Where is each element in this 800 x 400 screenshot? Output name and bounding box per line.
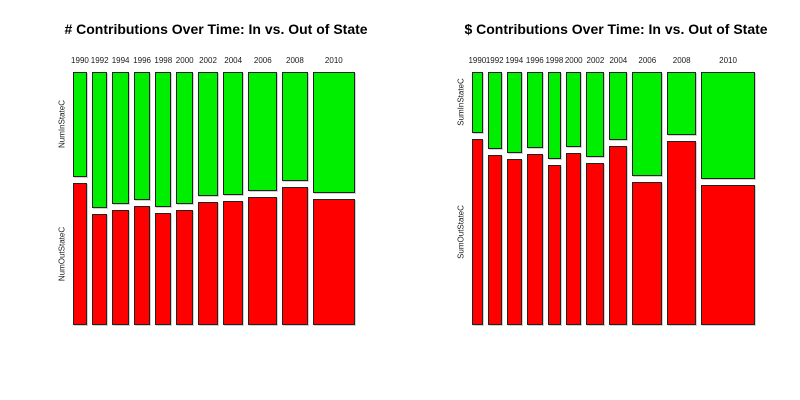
mosaic-column-2002 — [198, 72, 218, 325]
in-state-segment — [112, 72, 129, 204]
in-state-segment — [566, 72, 582, 148]
in-state-segment — [312, 72, 355, 193]
out-state-segment — [112, 209, 129, 325]
in-state-segment — [176, 72, 194, 204]
mosaic-column-1994 — [506, 72, 522, 325]
out-state-segment — [73, 182, 87, 325]
mosaic-column-2000 — [176, 72, 194, 325]
year-label: 2000 — [175, 56, 194, 65]
out-state-segment — [566, 153, 582, 325]
out-state-segment — [487, 155, 502, 325]
mosaic-column-1992 — [487, 72, 502, 325]
in-state-segment — [609, 72, 628, 140]
mosaic-column-2008 — [282, 72, 308, 325]
mosaic-column-1992 — [91, 72, 108, 325]
in-state-segment — [472, 72, 483, 133]
out-state-segment — [506, 158, 522, 325]
year-label: 2006 — [253, 56, 272, 65]
in-state-segment — [701, 72, 755, 180]
out-state-segment — [91, 214, 108, 325]
out-state-segment — [586, 163, 605, 325]
mosaic-column-2004 — [222, 72, 244, 325]
year-label: 1998 — [154, 56, 173, 65]
out-state-segment — [248, 196, 278, 325]
in-state-segment — [282, 72, 308, 182]
year-label: 1998 — [545, 56, 564, 65]
out-state-segment — [133, 205, 151, 325]
out-state-segment — [312, 198, 355, 325]
out-state-segment — [282, 187, 308, 325]
mosaic-column-2006 — [632, 72, 663, 325]
mosaic-plot-sum: 1990 1992 1994 1996 1998 2000 2002 2004 2006 2008… — [457, 56, 755, 325]
in-state-segment — [667, 72, 697, 135]
in-state-segment — [632, 72, 663, 177]
year-label: 2002 — [199, 56, 217, 65]
in-state-segment — [155, 72, 172, 208]
row-label-in-state: SumInStateC — [456, 78, 466, 127]
out-state-segment — [176, 209, 194, 325]
in-state-segment — [133, 72, 151, 200]
out-state-segment — [472, 138, 483, 325]
mosaic-column-2006 — [248, 72, 278, 325]
year-label: 1990 — [468, 56, 487, 65]
mosaic-column-2004 — [609, 72, 628, 325]
in-state-segment — [547, 72, 562, 160]
row-label-out-state: SumOutStateC — [456, 204, 466, 259]
mosaic-column-2008 — [667, 72, 697, 325]
in-state-segment — [198, 72, 218, 196]
year-label: 2004 — [224, 56, 243, 65]
year-label: 2004 — [609, 56, 628, 65]
year-label: 1994 — [505, 56, 524, 65]
year-label: 2000 — [564, 56, 583, 65]
year-label: 1994 — [111, 56, 130, 65]
year-label: 2010 — [324, 56, 343, 65]
mosaic-column-1998 — [155, 72, 172, 325]
year-label: 1990 — [71, 56, 89, 65]
mosaic-column-2010 — [312, 72, 355, 325]
mosaic-column-1998 — [547, 72, 562, 325]
mosaic-column-1990 — [472, 72, 483, 325]
year-label: 2008 — [672, 56, 691, 65]
in-state-segment — [73, 72, 87, 177]
out-state-segment — [155, 213, 172, 325]
in-state-segment — [248, 72, 278, 191]
mosaic-column-1996 — [526, 72, 543, 325]
year-label: 2002 — [586, 56, 605, 65]
row-label-out-state: NumOutStateC — [57, 226, 67, 282]
in-state-segment — [526, 72, 543, 149]
in-state-segment — [91, 72, 108, 209]
in-state-segment — [222, 72, 244, 195]
year-label: 1996 — [525, 56, 544, 65]
in-state-segment — [506, 72, 522, 153]
year-label: 2006 — [638, 56, 657, 65]
out-state-segment — [632, 182, 663, 325]
mosaic-column-1996 — [133, 72, 151, 325]
out-state-segment — [547, 165, 562, 325]
year-label: 2008 — [285, 56, 304, 65]
mosaic-column-2000 — [566, 72, 582, 325]
year-label: 2010 — [719, 56, 737, 65]
in-state-segment — [487, 72, 502, 150]
out-state-segment — [526, 154, 543, 325]
year-label: 1992 — [485, 56, 504, 65]
out-state-segment — [667, 140, 697, 325]
out-state-segment — [701, 185, 755, 325]
in-state-segment — [586, 72, 605, 158]
mosaic-plot-count: 1990 1992 1994 1996 1998 2000 2002 2004 2006 2008… — [58, 56, 355, 325]
year-label: 1996 — [133, 56, 151, 65]
out-state-segment — [198, 201, 218, 325]
chart-title-sum: $ Contributions Over Time: In vs. Out of… — [464, 21, 768, 37]
out-state-segment — [609, 145, 628, 325]
out-state-segment — [222, 200, 244, 325]
mosaic-column-1990 — [73, 72, 87, 325]
row-label-in-state: NumInStateC — [57, 100, 67, 149]
chart-title-count: # Contributions Over Time: In vs. Out of… — [64, 21, 368, 37]
mosaic-column-2010 — [701, 72, 755, 325]
year-label: 1992 — [90, 56, 109, 65]
mosaic-column-1994 — [112, 72, 129, 325]
mosaic-column-2002 — [586, 72, 605, 325]
